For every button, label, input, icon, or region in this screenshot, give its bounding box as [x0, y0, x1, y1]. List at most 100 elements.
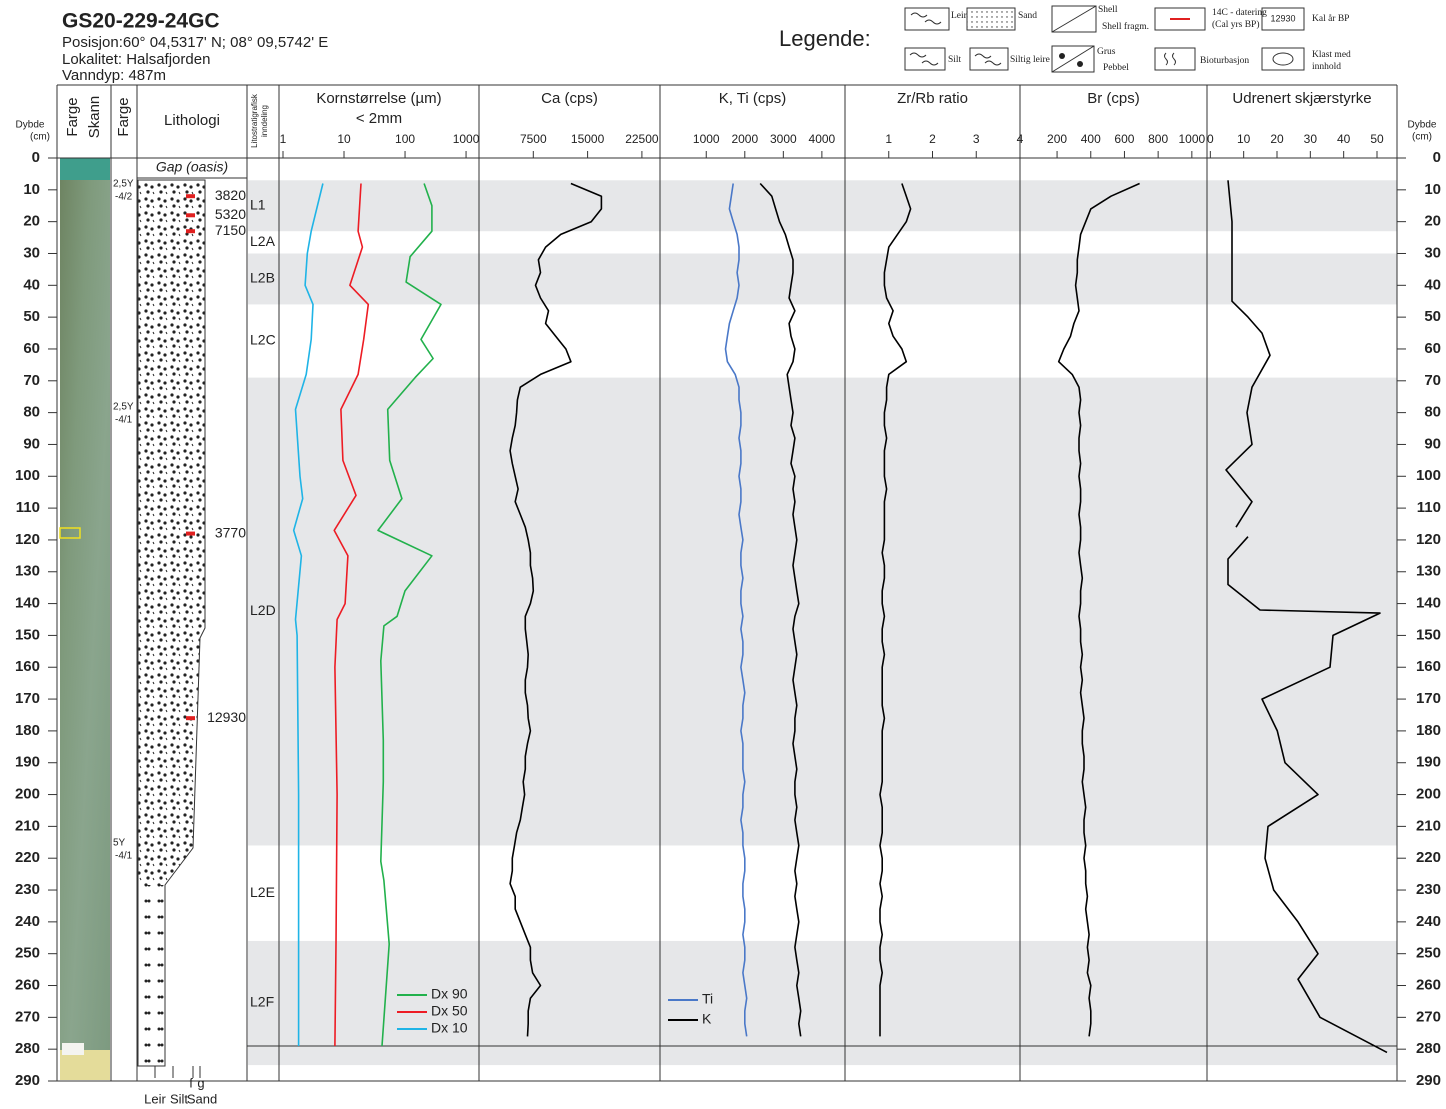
date-label: 3770: [215, 524, 246, 540]
unit-bands: [248, 180, 1397, 1065]
unit-label: L2D: [250, 602, 276, 618]
legend-symbol: [910, 53, 938, 65]
x-tick-label: 4000: [809, 132, 836, 146]
legend-symbol: [905, 48, 945, 70]
legend-symbol: [1052, 6, 1096, 32]
column-header: Litostratigrafisk: [250, 93, 259, 148]
unit-band: [248, 378, 1397, 846]
x-tick-label: 400: [1081, 132, 1101, 146]
unit-label: L2B: [250, 270, 275, 286]
page: GS20-229-24GC Posisjon:60° 04,5317' N; 0…: [0, 0, 1446, 1109]
y-tick-label: 190: [15, 754, 40, 771]
panel-title: Br (cps): [1087, 90, 1140, 107]
grain-class: Sand: [187, 1091, 217, 1106]
legend-label: Dx 90: [431, 986, 468, 1002]
y-tick-label: 80: [1424, 404, 1441, 421]
x-tick-label: 4: [1017, 132, 1024, 146]
x-tick-label: 10: [337, 132, 351, 146]
y-tick-label: 290: [15, 1072, 40, 1089]
panel-title: K, Ti (cps): [719, 90, 787, 107]
y-tick-label: 180: [15, 722, 40, 739]
x-tick-label: 30: [1304, 132, 1318, 146]
y-tick-label: 130: [15, 563, 40, 580]
header-line: Lokalitet: Halsafjorden: [62, 51, 210, 68]
x-tick-label: 200: [1047, 132, 1067, 146]
y-tick-label: 160: [15, 658, 40, 675]
column-header: Farge: [64, 97, 81, 136]
y-tick-label: 90: [23, 435, 40, 452]
color-code: -4/1: [115, 414, 133, 425]
unit-label: L2E: [250, 884, 275, 900]
x-tick-label: 10: [1237, 132, 1251, 146]
x-tick-label: 2000: [731, 132, 758, 146]
y-tick-label: 240: [15, 913, 40, 930]
core-log: GS20-229-24GC Posisjon:60° 04,5317' N; 0…: [0, 0, 1446, 1109]
y-tick-label: 220: [1416, 849, 1441, 866]
y-tick-label: 140: [15, 595, 40, 612]
x-tick-label: 1000: [1178, 132, 1205, 146]
legend-symbol: [1059, 53, 1065, 59]
legend-text: Shell: [1098, 5, 1118, 15]
y-tick-label: 170: [15, 690, 40, 707]
x-tick-label: 1: [280, 132, 287, 146]
y-tick-label: 260: [1416, 976, 1441, 993]
legend-symbol: [1165, 53, 1176, 65]
column-header: Farge: [115, 97, 132, 136]
y-tick-label: 100: [1416, 467, 1441, 484]
legend-symbol: [911, 13, 941, 24]
color-code: 2,5Y: [113, 401, 134, 412]
legend-text: Sand: [1018, 11, 1037, 21]
legend-symbol: [1155, 48, 1195, 70]
legend-text: Pebbel: [1103, 63, 1129, 73]
grain-class: f: [189, 1075, 193, 1090]
color-code: -4/2: [115, 191, 133, 202]
y-tick-label: 90: [1424, 435, 1441, 452]
y-tick-label: 280: [15, 1040, 40, 1057]
y-tick-label: 40: [23, 276, 40, 293]
y-tick-label: 30: [1424, 244, 1441, 261]
y-tick-label: 160: [1416, 658, 1441, 675]
grain-class: g: [197, 1075, 204, 1090]
y-tick-label: 120: [15, 531, 40, 548]
panel-title: < 2mm: [356, 110, 402, 127]
unit-band: [248, 180, 1397, 231]
depth-label: Dybde: [1408, 120, 1437, 131]
y-tick-label: 280: [1416, 1040, 1441, 1057]
date-marker: [186, 716, 195, 720]
legend-text: Shell fragm.: [1102, 21, 1149, 32]
y-tick-label: 20: [1424, 213, 1441, 230]
y-tick-label: 30: [23, 244, 40, 261]
y-tick-label: 230: [15, 881, 40, 898]
legend-label: Dx 50: [431, 1003, 468, 1019]
core-scan-top: [60, 158, 110, 180]
date-marker: [186, 229, 195, 233]
grain-class: Leir: [144, 1091, 166, 1106]
column-header: inndeling: [260, 105, 269, 137]
x-tick-label: 800: [1148, 132, 1168, 146]
date-marker: [186, 213, 195, 217]
x-tick-label: 7500: [520, 132, 547, 146]
color-code: 2,5Y: [113, 178, 134, 189]
core-scan-feature: [62, 1043, 84, 1055]
date-label: 5320: [215, 206, 246, 222]
y-tick-label: 290: [1416, 1072, 1441, 1089]
y-tick-label: 50: [23, 308, 40, 325]
panel-title: Zr/Rb ratio: [897, 90, 968, 107]
panel-title: Kornstørrelse (µm): [316, 90, 441, 107]
legend-symbol: [970, 48, 1008, 70]
x-tick-label: 50: [1370, 132, 1384, 146]
legend-symbol: [1077, 61, 1083, 67]
y-tick-label: 270: [1416, 1008, 1441, 1025]
date-label: 12930: [207, 709, 246, 725]
x-tick-label: 3000: [770, 132, 797, 146]
y-tick-label: 200: [15, 786, 40, 803]
legend-text: 14C - datering: [1212, 8, 1267, 18]
legend-text: Siltig leire: [1010, 55, 1050, 65]
y-tick-label: 240: [1416, 913, 1441, 930]
x-tick-label: 1000: [453, 132, 480, 146]
date-label: 7150: [215, 222, 246, 238]
header-line: Vanndyp: 487m: [62, 67, 166, 84]
column-header: Skann: [86, 96, 103, 139]
y-tick-label: 170: [1416, 690, 1441, 707]
legend-label: Dx 10: [431, 1020, 468, 1036]
